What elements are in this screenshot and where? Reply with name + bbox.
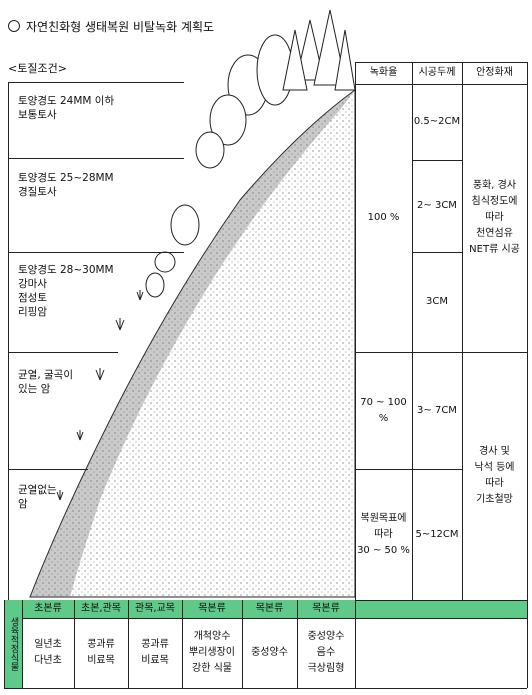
- plant-table-border: [297, 600, 298, 688]
- plant-type-5: 목본류: [242, 600, 297, 618]
- plant-species-3: 콩과류 비료목: [141, 639, 169, 666]
- conifer-tree: [295, 19, 325, 81]
- table-border: [355, 352, 527, 353]
- tree-crown: [170, 204, 200, 246]
- table-border: [462, 62, 463, 602]
- soil-condition-4: 균열, 굴곡이 있는 암: [18, 369, 73, 395]
- plant-table-border: [4, 618, 527, 619]
- soil-left-border: [8, 82, 9, 600]
- plant-table-border: [128, 600, 129, 688]
- conifer-tree: [282, 29, 308, 91]
- greening-rate-1: 100 %: [367, 212, 400, 223]
- soil-condition-1: 토양경도 24MM 이하 보통토사: [18, 95, 115, 121]
- slope-ground-dense: [30, 90, 355, 597]
- table-border: [355, 62, 527, 63]
- plant-header: 생육적정식물: [4, 600, 22, 688]
- col-header-greening-rate: 녹화율: [369, 67, 398, 78]
- plant-species-2: 콩과류 비료목: [87, 639, 115, 666]
- soil-condition-3: 토양경도 28~30MM 강마사 점성토 리핑암: [18, 264, 114, 318]
- table-border: [412, 62, 413, 602]
- soil-divider-line: [8, 469, 88, 470]
- plant-species-6: 중성양수 음수 극상림형: [307, 631, 345, 674]
- plant-type-2: 초본,관목: [74, 600, 128, 618]
- stabilizer-2: 경사 및 낙석 등에 따라 기초철망: [474, 446, 515, 505]
- thickness-3: 3CM: [426, 296, 448, 307]
- tree-crown: [195, 131, 225, 169]
- stabilizer-1: 풍화, 경사 침식정도에 따라 천연섬유 NET류 시공: [469, 180, 520, 255]
- soil-divider-line: [8, 252, 184, 253]
- table-border: [355, 469, 462, 470]
- greening-rate-2: 70 ~ 100 %: [360, 396, 407, 424]
- vegetation: [145, 9, 356, 298]
- plant-type-3: 관목,교목: [128, 600, 182, 618]
- plant-type-4: 목본류: [182, 600, 242, 618]
- soil-condition-5: 균열없는 암: [18, 484, 57, 510]
- circle-bullet-icon: [8, 20, 20, 32]
- tree-crown: [209, 94, 247, 146]
- soil-divider-line: [8, 352, 118, 353]
- plant-type-1: 초본류: [22, 600, 74, 618]
- plant-species-5: 중성양수: [251, 647, 288, 658]
- grass-tufts: [56, 290, 144, 501]
- plant-table-border: [527, 600, 528, 688]
- plant-table-border: [4, 600, 5, 688]
- table-border: [355, 62, 356, 602]
- slope-ground: [29, 89, 356, 598]
- plant-species-1: 일년초 다년초: [34, 639, 62, 666]
- shrub: [154, 251, 176, 273]
- shrub: [145, 272, 165, 298]
- plant-table-border: [22, 600, 23, 688]
- greening-rate-3: 복원목표에 따라 30 ~ 50 %: [357, 512, 410, 556]
- col-header-thickness: 시공두께: [418, 67, 456, 78]
- soil-divider-line: [8, 82, 184, 83]
- soil-divider-line: [8, 158, 184, 159]
- table-border: [412, 252, 462, 253]
- diagram-title: 자연친화형 생태복원 비탈녹화 계획도: [8, 18, 214, 35]
- plant-table-border: [355, 600, 356, 688]
- thickness-2: 2~ 3CM: [417, 200, 457, 211]
- plant-table-border: [242, 600, 243, 688]
- table-border: [412, 160, 462, 161]
- thickness-4: 3~ 7CM: [417, 404, 457, 416]
- plant-table-border: [4, 688, 527, 689]
- table-border: [355, 84, 527, 85]
- soil-condition-header: <토질조건>: [8, 62, 67, 75]
- plant-table-border: [182, 600, 183, 688]
- thickness-5: 5~12CM: [415, 528, 459, 540]
- plant-type-6: 목본류: [297, 600, 355, 618]
- soil-condition-2: 토양경도 25~28MM 경질토사: [18, 172, 114, 198]
- table-border: [527, 62, 528, 602]
- col-header-stabilizer: 안정화재: [476, 67, 513, 78]
- diagram-title-text: 자연친화형 생태복원 비탈녹화 계획도: [26, 20, 215, 34]
- plant-table-border: [74, 600, 75, 688]
- plant-header-fill: [355, 600, 527, 618]
- conifer-tree: [334, 29, 356, 91]
- plant-species-4: 개척양수 뿌리생장이 강한 식물: [189, 631, 235, 674]
- thickness-1: 0.5~2CM: [413, 116, 461, 127]
- conifer-tree: [313, 9, 347, 86]
